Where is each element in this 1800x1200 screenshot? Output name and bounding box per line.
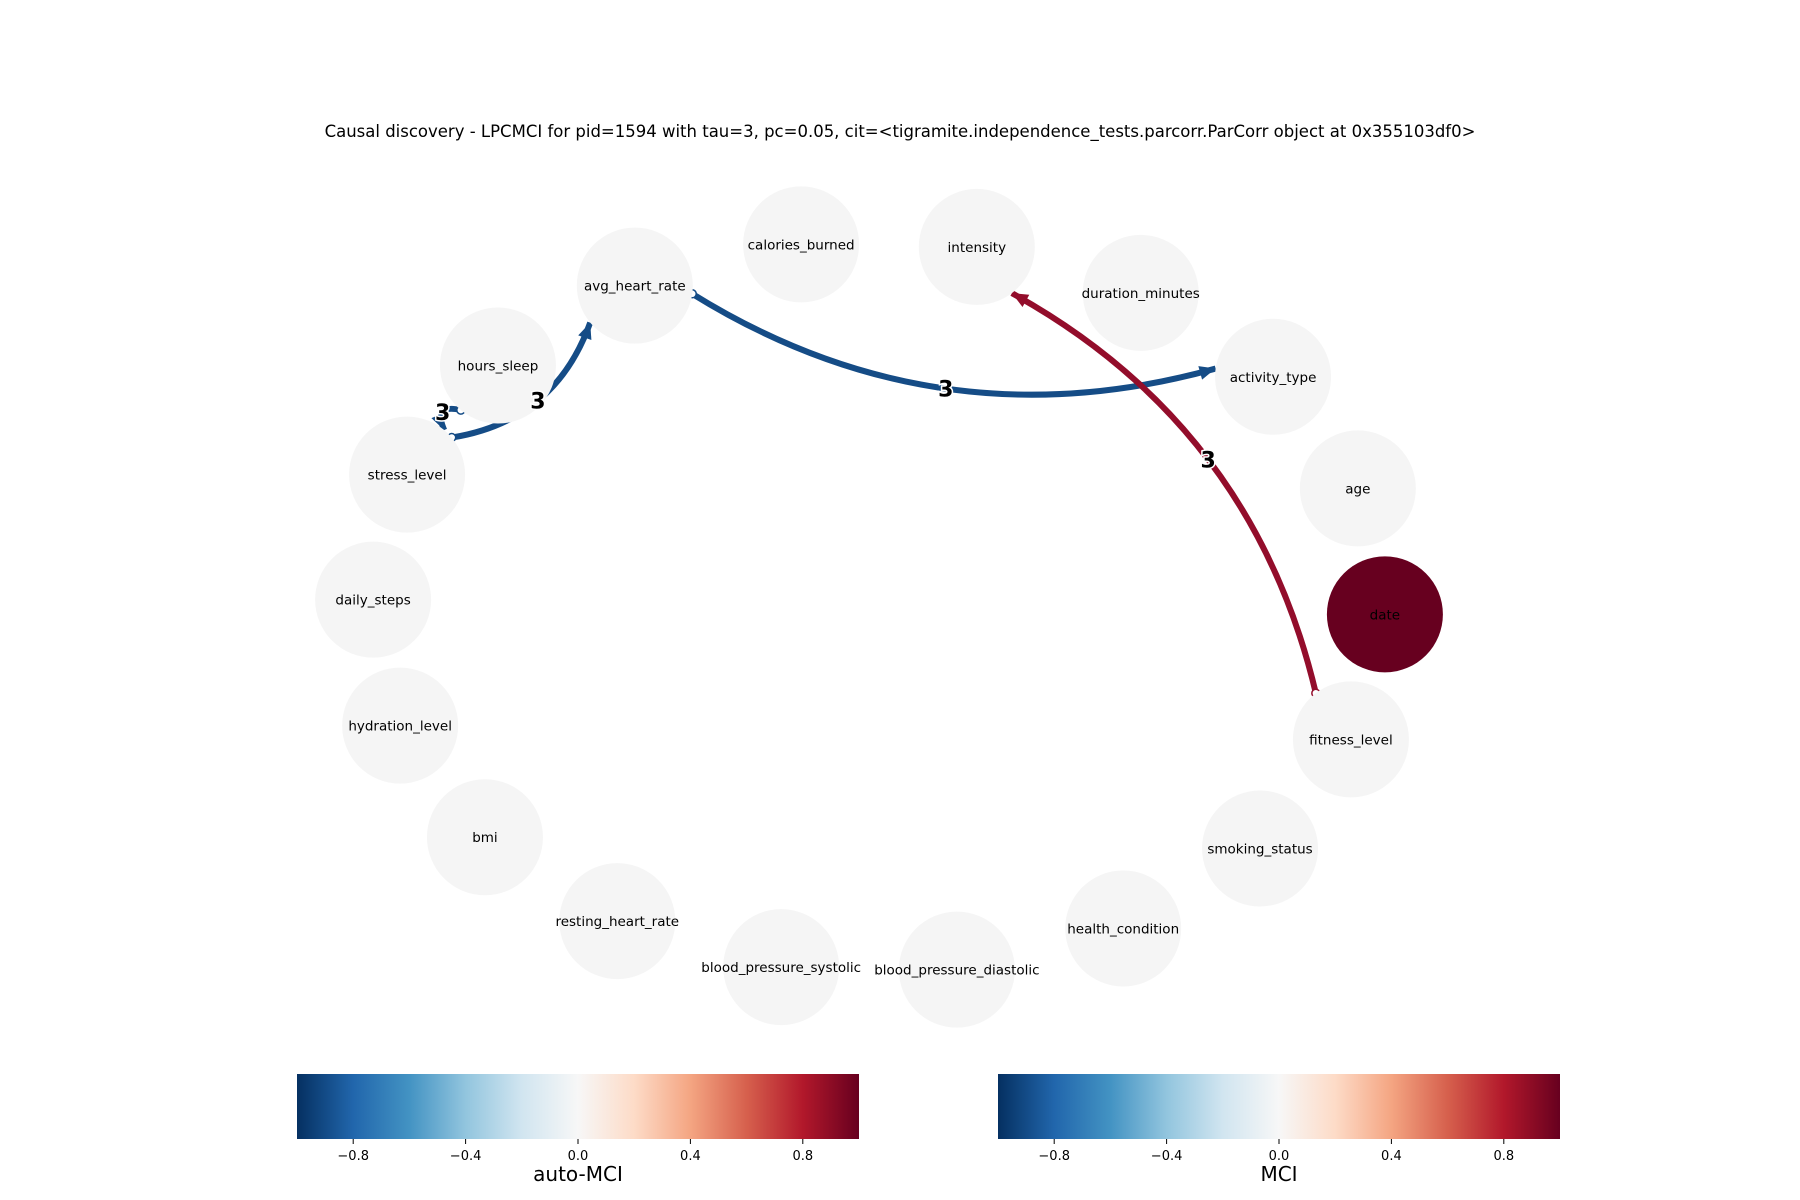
colorbar-tick-label: 0.0 xyxy=(568,1149,589,1164)
node-label: health_condition xyxy=(1067,921,1179,937)
nodes-layer: calories_burned intensity duration_minutes… xyxy=(315,186,1443,1028)
edge-lag-label: 3 xyxy=(435,401,450,426)
node-health-condition: health_condition xyxy=(1065,870,1182,987)
colorbar-auto-mci: −0.8 −0.4 0.0 0.4 0.8 auto-MCI xyxy=(297,1074,859,1186)
colorbar-tick-label: −0.8 xyxy=(337,1149,369,1164)
node-fitness-level: fitness_level xyxy=(1292,681,1409,798)
node-intensity: intensity xyxy=(918,188,1035,305)
node-circle xyxy=(315,541,432,658)
node-circle xyxy=(1299,430,1416,547)
node-calories-burned: calories_burned xyxy=(743,186,860,303)
node-bmi: bmi xyxy=(426,779,543,896)
node-label: bmi xyxy=(472,830,497,846)
edge-arrowhead xyxy=(431,412,445,431)
edge-lag-label: 3 xyxy=(938,378,953,403)
node-circle xyxy=(743,186,860,303)
edge-arrowhead xyxy=(1198,366,1216,380)
node-label: fitness_level xyxy=(1309,732,1393,748)
chart-title: Causal discovery - LPCMCI for pid=1594 w… xyxy=(325,122,1476,142)
colorbar-tick-label: −0.4 xyxy=(450,1149,482,1164)
node-blood-pressure-systolic: blood_pressure_systolic xyxy=(701,909,861,1026)
node-age: age xyxy=(1299,430,1416,547)
edges-layer xyxy=(431,289,1321,698)
node-circle xyxy=(918,188,1035,305)
colorbar-auto-mci-gradient xyxy=(297,1074,859,1139)
edge-line xyxy=(1010,290,1319,694)
colorbar-auto-mci-ticks: −0.8 −0.4 0.0 0.4 0.8 xyxy=(337,1139,813,1164)
colorbar-tick-label: −0.8 xyxy=(1038,1149,1070,1164)
node-resting-heart-rate: resting_heart_rate xyxy=(555,863,679,980)
node-label: blood_pressure_systolic xyxy=(701,960,861,976)
node-daily-steps: daily_steps xyxy=(315,541,432,658)
colorbar-auto-mci-label: auto-MCI xyxy=(533,1162,623,1186)
node-circle xyxy=(1082,234,1199,351)
node-label: hydration_level xyxy=(348,719,452,735)
node-label: stress_level xyxy=(368,468,447,484)
node-label: blood_pressure_diastolic xyxy=(874,963,1039,979)
node-avg-heart-rate: avg_heart_rate xyxy=(576,227,693,344)
node-label: avg_heart_rate xyxy=(584,279,686,295)
colorbar-tick-label: 0.4 xyxy=(680,1149,701,1164)
node-hours-sleep: hours_sleep xyxy=(439,307,556,424)
node-label: date xyxy=(1370,607,1400,623)
edge-lag-label: 3 xyxy=(530,390,545,415)
node-circle xyxy=(1202,790,1319,907)
colorbar-mci: −0.8 −0.4 0.0 0.4 0.8 MCI xyxy=(998,1074,1560,1186)
edge-labels-layer: 3 3 3 3 xyxy=(434,376,1218,475)
node-circle xyxy=(349,416,466,533)
node-blood-pressure-diastolic: blood_pressure_diastolic xyxy=(874,911,1040,1028)
node-circle xyxy=(898,911,1015,1028)
node-stress-level: stress_level xyxy=(349,416,466,533)
node-label: intensity xyxy=(948,240,1007,256)
node-smoking-status: smoking_status xyxy=(1202,790,1319,907)
node-circle xyxy=(559,863,676,980)
node-label: duration_minutes xyxy=(1082,286,1200,302)
node-circle xyxy=(1292,681,1409,798)
colorbar-tick-label: −0.4 xyxy=(1151,1149,1183,1164)
node-duration-minutes: duration_minutes xyxy=(1082,234,1200,351)
colorbar-tick-label: 0.4 xyxy=(1381,1149,1402,1164)
node-circle xyxy=(439,307,556,424)
node-label: smoking_status xyxy=(1207,841,1312,857)
node-circle xyxy=(342,667,459,784)
node-hydration-level: hydration_level xyxy=(342,667,459,784)
node-label: age xyxy=(1345,481,1370,497)
colorbar-mci-label: MCI xyxy=(1260,1162,1297,1186)
node-circle xyxy=(723,909,840,1026)
node-activity-type: activity_type xyxy=(1215,318,1332,435)
node-label: calories_burned xyxy=(748,237,855,253)
edge-lag-label: 3 xyxy=(1201,448,1216,473)
edge-arrowhead xyxy=(1011,293,1030,307)
node-date: date xyxy=(1326,556,1443,673)
node-label: hours_sleep xyxy=(458,359,539,375)
node-label: resting_heart_rate xyxy=(555,914,679,930)
colorbar-mci-ticks: −0.8 −0.4 0.0 0.4 0.8 xyxy=(1038,1139,1514,1164)
node-label: activity_type xyxy=(1230,370,1317,386)
colorbar-tick-label: 0.0 xyxy=(1269,1149,1290,1164)
colorbar-mci-gradient xyxy=(998,1074,1560,1139)
node-circle xyxy=(1215,318,1332,435)
node-label: daily_steps xyxy=(335,593,410,609)
node-circle xyxy=(1326,556,1443,673)
edge-arrowhead xyxy=(578,322,592,341)
node-circle xyxy=(1065,870,1182,987)
colorbar-tick-label: 0.8 xyxy=(792,1149,813,1164)
node-circle xyxy=(576,227,693,344)
colorbar-tick-label: 0.8 xyxy=(1493,1149,1514,1164)
node-circle xyxy=(426,779,543,896)
